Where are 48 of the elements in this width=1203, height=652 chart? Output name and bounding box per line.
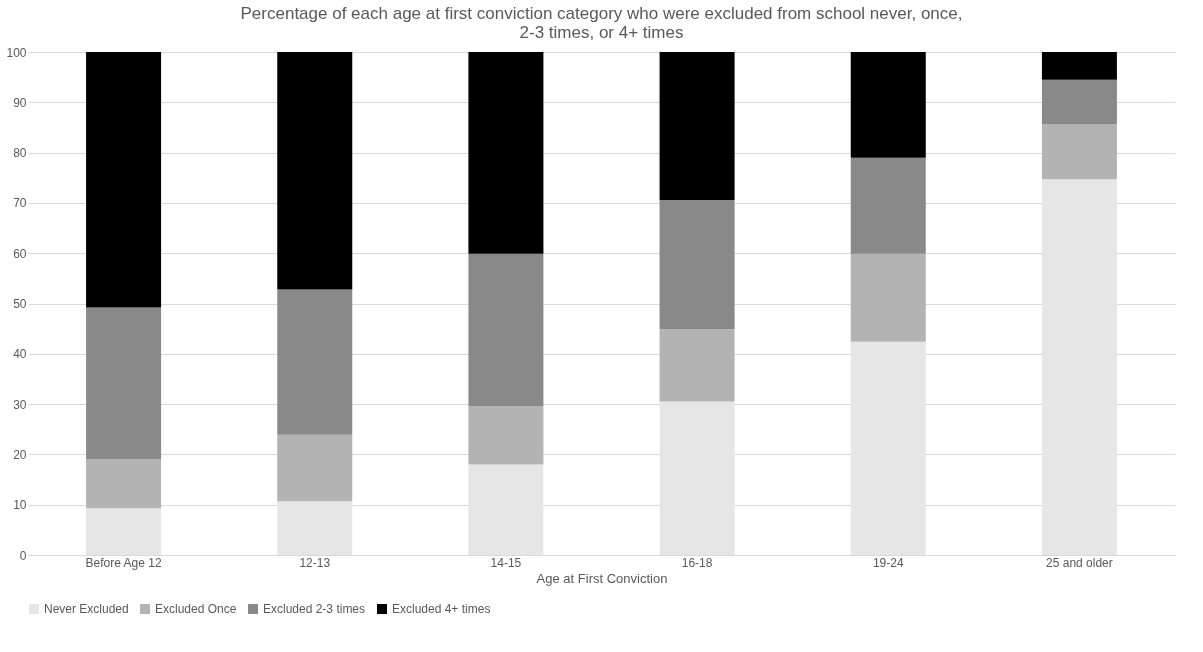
y-tick-label: 70	[13, 196, 27, 211]
bar	[1041, 124, 1117, 180]
bar	[659, 401, 735, 555]
y-tick-label: 20	[13, 447, 27, 462]
legend-label: Excluded Once	[155, 602, 237, 616]
bar	[659, 199, 735, 330]
bar	[659, 329, 735, 402]
bar	[277, 434, 353, 502]
bar	[468, 406, 544, 465]
y-tick-label: 90	[13, 95, 27, 110]
y-tick-label: 100	[6, 45, 27, 60]
legend-label: Excluded 4+ times	[392, 602, 491, 616]
text: Percentage of each age at first conviction category who were excluded from school never, once,	[240, 4, 963, 23]
bar	[850, 52, 926, 158]
bar	[277, 52, 353, 290]
x-tick-label: 16-18	[681, 555, 713, 570]
y-tick-label: 30	[13, 397, 27, 412]
y-tick-label: 40	[13, 347, 27, 362]
x-tick-label: 25 and older	[1046, 555, 1113, 570]
y-tick-label: 50	[13, 297, 27, 311]
legend-label: Never Excluded	[44, 602, 129, 616]
legend-label: Excluded 2-3 times	[263, 602, 366, 616]
bar	[468, 52, 544, 254]
bar	[277, 289, 353, 435]
bar	[86, 52, 162, 308]
bar	[468, 464, 544, 555]
bar	[659, 52, 735, 200]
y-tick-label: 0	[19, 548, 27, 563]
bar	[1041, 179, 1117, 555]
bar	[86, 458, 162, 509]
y-tick-label: 80	[13, 146, 27, 161]
bar	[850, 253, 926, 342]
bar	[277, 501, 353, 555]
x-axis-title: Age at First Conviction	[536, 570, 668, 586]
bar	[468, 253, 544, 407]
y-tick-label: 10	[13, 498, 27, 513]
bar	[1041, 52, 1117, 80]
bar	[86, 508, 162, 555]
y-tick-label: 60	[13, 246, 27, 261]
bar	[850, 341, 926, 555]
x-tick-label: 19-24	[872, 555, 904, 570]
x-tick-label: Before Age 12	[85, 555, 162, 570]
bar	[1041, 79, 1117, 125]
x-tick-label: 14-15	[490, 555, 522, 570]
bar	[850, 157, 926, 254]
text: 2-3 times, or 4+ times	[519, 23, 684, 42]
x-tick-label: 12-13	[299, 555, 331, 570]
bar	[86, 307, 162, 459]
